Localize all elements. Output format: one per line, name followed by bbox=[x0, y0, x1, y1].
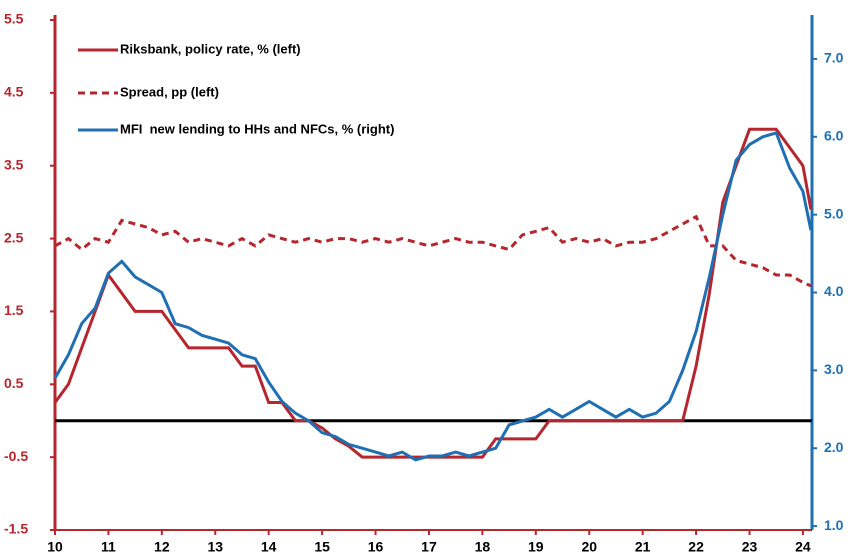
x-tick-label: 20 bbox=[581, 539, 597, 555]
y2-tick-label: 7.0 bbox=[824, 50, 844, 66]
y2-tick-label: 3.0 bbox=[824, 361, 844, 377]
series-line bbox=[53, 131, 813, 462]
x-tick-label: 14 bbox=[261, 539, 277, 555]
y-tick-label: -1.5 bbox=[4, 521, 28, 537]
x-tick-label: 24 bbox=[795, 539, 811, 555]
y-tick-label: 2.5 bbox=[4, 229, 24, 245]
series-line bbox=[53, 127, 813, 459]
x-tick-label: 22 bbox=[688, 539, 704, 555]
legend-label: Spread, pp (left) bbox=[120, 84, 219, 99]
x-tick-label: 16 bbox=[368, 539, 384, 555]
y-tick-label: -0.5 bbox=[4, 448, 28, 464]
x-tick-label: 18 bbox=[475, 539, 491, 555]
y-tick-label: 5.5 bbox=[4, 11, 24, 27]
y2-tick-label: 5.0 bbox=[824, 205, 844, 221]
x-tick-label: 17 bbox=[421, 539, 437, 555]
series-line bbox=[54, 214, 812, 288]
y-tick-label: 0.5 bbox=[4, 375, 24, 391]
legend-label: MFI new lending to HHs and NFCs, % (righ… bbox=[120, 121, 394, 136]
x-tick-label: 12 bbox=[154, 539, 170, 555]
y2-tick-label: 2.0 bbox=[824, 439, 844, 455]
y-tick-label: 4.5 bbox=[4, 84, 24, 100]
x-tick-label: 23 bbox=[742, 539, 758, 555]
x-tick-label: 11 bbox=[101, 539, 116, 555]
x-tick-label: 10 bbox=[47, 539, 63, 555]
x-tick-label: 13 bbox=[207, 539, 223, 555]
y2-tick-label: 4.0 bbox=[824, 283, 844, 299]
x-tick-label: 19 bbox=[528, 539, 544, 555]
legend-label: Riksbank, policy rate, % (left) bbox=[120, 41, 301, 56]
y2-tick-label: 1.0 bbox=[824, 517, 844, 533]
x-tick-label: 21 bbox=[635, 539, 651, 555]
y2-tick-label: 6.0 bbox=[824, 127, 844, 143]
x-tick-label: 15 bbox=[314, 539, 330, 555]
y-tick-label: 3.5 bbox=[4, 156, 24, 172]
y-tick-label: 1.5 bbox=[4, 302, 24, 318]
